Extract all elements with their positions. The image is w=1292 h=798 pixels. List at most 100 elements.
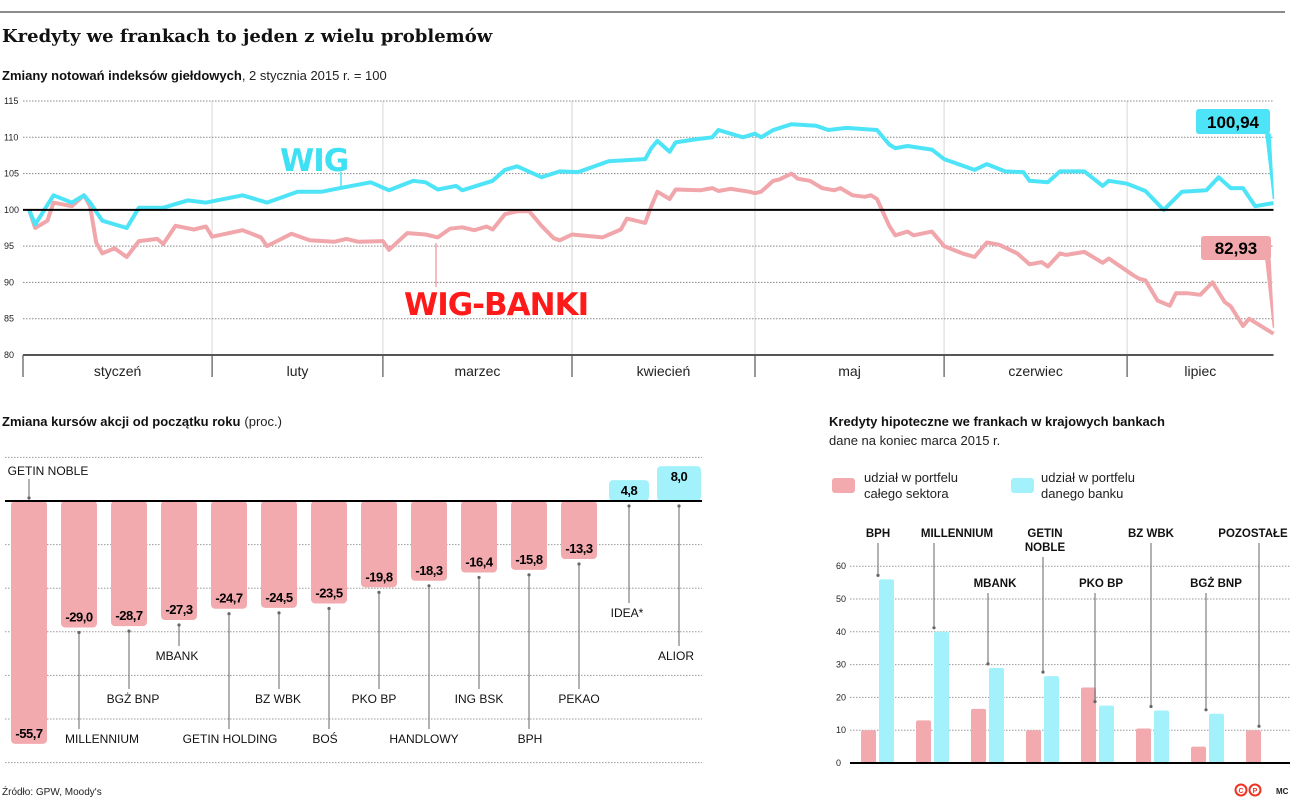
month-label: luty <box>287 363 309 379</box>
category-label: GETIN <box>1027 528 1062 540</box>
category-label: NOBLE <box>1025 542 1066 554</box>
bar <box>111 501 147 627</box>
y-tick-label: 80 <box>4 350 14 360</box>
y-tick-label: 20 <box>836 692 846 702</box>
y-tick-label: 90 <box>4 277 14 287</box>
category-label: MBANK <box>974 578 1017 590</box>
category-label: BGŻ BNP <box>107 692 160 706</box>
leader-dot <box>986 662 990 666</box>
sector-share-bar <box>861 730 876 763</box>
leader-dot <box>577 562 581 566</box>
category-label: BPH <box>866 528 890 540</box>
leader-dot <box>427 584 431 588</box>
legend-label: udział w portfelu <box>1041 470 1135 485</box>
bar <box>11 501 47 744</box>
category-label: BZ WBK <box>255 692 301 706</box>
share-price-bar-chart: -55,7 GETIN NOBLE -29,0 MILLENNIUM -28,7 BGŻ … <box>5 456 702 764</box>
leader-dot <box>377 590 381 594</box>
index-line-chart: styczeń luty marzec kwiecień maj czerwiec lipi… <box>4 96 1275 379</box>
leader-dot <box>477 575 481 580</box>
wig-line <box>27 122 1274 230</box>
bank-share-bar <box>989 667 1004 763</box>
bar-value-label: 4,8 <box>621 483 638 498</box>
wig-banki-end-value-box <box>1201 236 1271 260</box>
bar-value-label: 8,0 <box>671 469 688 484</box>
bar <box>609 480 649 501</box>
wig-banki-series-label: WIG-BANKI <box>404 287 588 323</box>
bar <box>657 466 701 501</box>
category-label: PEKAO <box>558 692 599 706</box>
wig-end-value: 100,94 <box>1207 113 1260 132</box>
month-label: lipiec <box>1184 363 1216 379</box>
bar-value-label: -23,5 <box>315 585 342 600</box>
svg-text:P: P <box>1253 788 1258 795</box>
wig-series-label: WIG <box>280 143 348 179</box>
bank-share-bar <box>1044 676 1059 763</box>
bar <box>311 501 347 604</box>
bar-value-label: -13,3 <box>565 541 592 556</box>
y-tick-label: 95 <box>4 241 14 251</box>
bank-share-bar <box>934 631 949 763</box>
bar-chart-unit: (proc.) <box>244 414 282 429</box>
sector-share-bar <box>1246 730 1261 763</box>
sector-share-bar <box>1136 728 1151 763</box>
leader-dot <box>876 573 880 577</box>
leader-dot <box>527 573 531 577</box>
y-tick-label: 110 <box>4 132 18 142</box>
bar-value-label: -27,3 <box>165 602 192 617</box>
y-tick-label: 10 <box>836 725 846 735</box>
leader-dot <box>1257 724 1261 728</box>
sector-share-bar <box>1081 687 1096 763</box>
category-label: BPH <box>518 732 543 746</box>
svg-text:C: C <box>1238 788 1243 795</box>
bar-value-label: -16,4 <box>465 555 493 570</box>
legend-label: całego sektora <box>864 486 949 501</box>
y-tick-label: 100 <box>4 205 19 215</box>
bank-share-bar <box>1099 705 1114 763</box>
leader-dot <box>27 496 31 500</box>
category-label: HANDLOWY <box>389 732 458 746</box>
bar-value-label: -29,0 <box>65 609 92 624</box>
sector-share-bar <box>916 720 931 763</box>
legend-label: danego banku <box>1041 486 1123 501</box>
category-label: PKO BP <box>352 692 397 706</box>
y-tick-label: 85 <box>4 314 14 324</box>
leader-dot <box>1204 708 1208 712</box>
y-tick-label: 60 <box>836 561 846 571</box>
bar-chart-heading: Zmiana kursów akcji od początku roku (pro… <box>2 414 282 429</box>
bar-value-label: -24,7 <box>215 591 242 606</box>
category-label: MBANK <box>156 649 199 663</box>
leader-dot <box>177 623 181 627</box>
legend-swatch <box>832 478 855 493</box>
line-chart-subtitle: , 2 stycznia 2015 r. = 100 <box>242 68 387 83</box>
y-tick-label: 105 <box>4 169 19 179</box>
month-label: styczeń <box>94 363 141 379</box>
leader-dot <box>1149 704 1153 709</box>
category-label: GETIN NOBLE <box>8 464 89 478</box>
sector-share-bar <box>1026 730 1041 763</box>
month-label: marzec <box>454 363 500 379</box>
category-label: POZOSTAŁE <box>1218 528 1288 540</box>
y-tick-label: 50 <box>836 594 846 604</box>
leader-dot <box>1093 700 1097 704</box>
bar <box>511 501 547 570</box>
month-label: czerwiec <box>1008 363 1062 379</box>
category-label: MILLENNIUM <box>921 528 993 540</box>
y-tick-label: 115 <box>4 96 18 106</box>
bar-value-label: -28,7 <box>115 608 142 623</box>
leader-dot <box>277 611 281 615</box>
category-label: ING BSK <box>455 692 504 706</box>
bar-value-label: -18,3 <box>415 563 442 578</box>
category-label: PKO BP <box>1079 578 1123 590</box>
bar <box>411 501 447 581</box>
leader-dot <box>932 626 936 630</box>
y-tick-label: 0 <box>836 758 841 768</box>
bar <box>211 501 247 609</box>
bar <box>61 501 97 628</box>
bar-value-label: -15,8 <box>515 552 542 567</box>
author-initials: MC <box>1276 787 1289 796</box>
category-label: BZ WBK <box>1128 528 1175 540</box>
category-label: BOŚ <box>312 731 337 746</box>
